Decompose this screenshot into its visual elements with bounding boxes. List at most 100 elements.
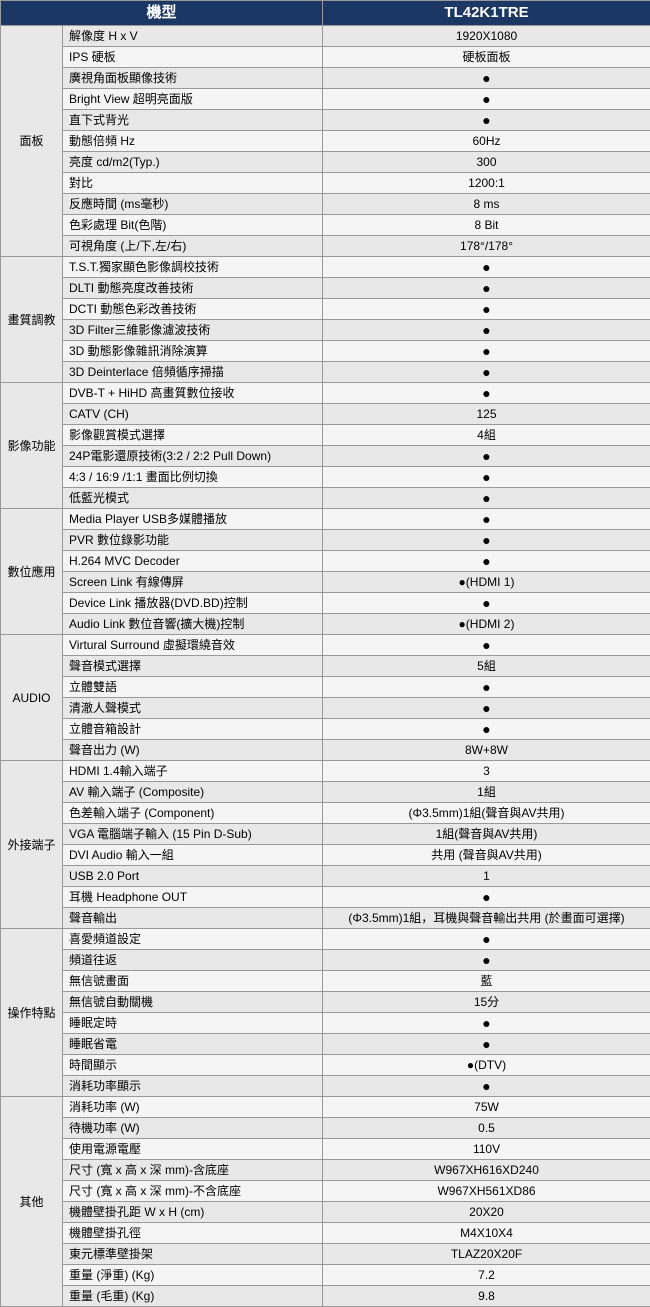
- table-row: 立體音箱設計●: [1, 719, 650, 740]
- table-row: 可視角度 (上/下,左/右)178°/178°: [1, 236, 650, 257]
- table-row: 東元標準壁掛架TLAZ20X20F: [1, 1244, 650, 1265]
- table-row: 尺寸 (寬 x 高 x 深 mm)-不含底座W967XH561XD86: [1, 1181, 650, 1202]
- spec-value: ●: [323, 698, 650, 719]
- table-row: 4:3 / 16:9 /1:1 畫面比例切換●: [1, 467, 650, 488]
- spec-label: 24P電影還原技術(3:2 / 2:2 Pull Down): [63, 446, 323, 467]
- spec-label: 東元標準壁掛架: [63, 1244, 323, 1265]
- spec-value: ●: [323, 887, 650, 908]
- table-row: 睡眠省電●: [1, 1034, 650, 1055]
- spec-value: 60Hz: [323, 131, 650, 152]
- table-row: DCTI 動態色彩改善技術●: [1, 299, 650, 320]
- spec-label: 可視角度 (上/下,左/右): [63, 236, 323, 257]
- spec-label: 色差輸入端子 (Component): [63, 803, 323, 824]
- spec-label: T.S.T.獨家顯色影像調校技術: [63, 257, 323, 278]
- spec-label: 影像觀賞模式選擇: [63, 425, 323, 446]
- spec-label: DVB-T + HiHD 高畫質數位接收: [63, 383, 323, 404]
- spec-value: ●(DTV): [323, 1055, 650, 1076]
- spec-label: 動態倍頻 Hz: [63, 131, 323, 152]
- spec-label: 反應時間 (ms毫秒): [63, 194, 323, 215]
- spec-label: VGA 電腦端子輸入 (15 Pin D-Sub): [63, 824, 323, 845]
- spec-label: 尺寸 (寬 x 高 x 深 mm)-不含底座: [63, 1181, 323, 1202]
- spec-label: 待機功率 (W): [63, 1118, 323, 1139]
- spec-label: 直下式背光: [63, 110, 323, 131]
- spec-value: ●: [323, 530, 650, 551]
- spec-value: 3: [323, 761, 650, 782]
- spec-value: ●: [323, 719, 650, 740]
- spec-value: 178°/178°: [323, 236, 650, 257]
- table-row: 無信號畫面藍: [1, 971, 650, 992]
- spec-value: 1920X1080: [323, 26, 650, 47]
- spec-value: 1200:1: [323, 173, 650, 194]
- spec-label: HDMI 1.4輸入端子: [63, 761, 323, 782]
- spec-value: 共用 (聲音與AV共用): [323, 845, 650, 866]
- table-row: 待機功率 (W)0.5: [1, 1118, 650, 1139]
- spec-label: Screen Link 有線傳屏: [63, 572, 323, 593]
- table-row: AV 輸入端子 (Composite)1組: [1, 782, 650, 803]
- spec-value: 硬板面板: [323, 47, 650, 68]
- table-row: 直下式背光●: [1, 110, 650, 131]
- table-row: 尺寸 (寬 x 高 x 深 mm)-含底座W967XH616XD240: [1, 1160, 650, 1181]
- table-row: 面板解像度 H x V1920X1080: [1, 26, 650, 47]
- spec-value: ●: [323, 446, 650, 467]
- spec-label: IPS 硬板: [63, 47, 323, 68]
- spec-value: W967XH561XD86: [323, 1181, 650, 1202]
- table-row: 使用電源電壓110V: [1, 1139, 650, 1160]
- spec-value: ●: [323, 929, 650, 950]
- spec-label: 3D Deinterlace 倍頻循序掃描: [63, 362, 323, 383]
- spec-label: 4:3 / 16:9 /1:1 畫面比例切換: [63, 467, 323, 488]
- spec-value: ●: [323, 488, 650, 509]
- spec-label: 廣視角面板顯像技術: [63, 68, 323, 89]
- table-row: 影像觀賞模式選擇4組: [1, 425, 650, 446]
- spec-value: ●: [323, 677, 650, 698]
- spec-value: TLAZ20X20F: [323, 1244, 650, 1265]
- spec-label: 使用電源電壓: [63, 1139, 323, 1160]
- table-row: 耳機 Headphone OUT●: [1, 887, 650, 908]
- spec-label: AV 輸入端子 (Composite): [63, 782, 323, 803]
- spec-label: 重量 (毛重) (Kg): [63, 1286, 323, 1307]
- spec-label: Media Player USB多媒體播放: [63, 509, 323, 530]
- table-row: 24P電影還原技術(3:2 / 2:2 Pull Down)●: [1, 446, 650, 467]
- spec-value: ●: [323, 1013, 650, 1034]
- spec-label: 聲音輸出: [63, 908, 323, 929]
- spec-value: ●(HDMI 2): [323, 614, 650, 635]
- spec-label: 立體音箱設計: [63, 719, 323, 740]
- table-row: 影像功能DVB-T + HiHD 高畫質數位接收●: [1, 383, 650, 404]
- section-category: 面板: [1, 26, 63, 257]
- table-row: 頻道往返●: [1, 950, 650, 971]
- spec-value: ●: [323, 341, 650, 362]
- spec-value: 8W+8W: [323, 740, 650, 761]
- table-row: IPS 硬板硬板面板: [1, 47, 650, 68]
- table-row: 重量 (毛重) (Kg)9.8: [1, 1286, 650, 1307]
- table-row: 清澈人聲模式●: [1, 698, 650, 719]
- table-row: 重量 (淨重) (Kg)7.2: [1, 1265, 650, 1286]
- spec-value: 15分: [323, 992, 650, 1013]
- spec-value: 75W: [323, 1097, 650, 1118]
- spec-value: ●: [323, 362, 650, 383]
- spec-value: 1: [323, 866, 650, 887]
- spec-value: 110V: [323, 1139, 650, 1160]
- section-category: 其他: [1, 1097, 63, 1307]
- spec-label: 消耗功率 (W): [63, 1097, 323, 1118]
- table-row: PVR 數位錄影功能●: [1, 530, 650, 551]
- spec-label: 無信號自動關機: [63, 992, 323, 1013]
- spec-label: PVR 數位錄影功能: [63, 530, 323, 551]
- spec-label: USB 2.0 Port: [63, 866, 323, 887]
- spec-label: 機體壁掛孔徑: [63, 1223, 323, 1244]
- spec-label: 喜愛頻道設定: [63, 929, 323, 950]
- spec-value: 4組: [323, 425, 650, 446]
- spec-label: 立體雙語: [63, 677, 323, 698]
- spec-label: 3D 動態影像雜訊消除演算: [63, 341, 323, 362]
- table-row: 其他消耗功率 (W)75W: [1, 1097, 650, 1118]
- table-row: 3D Filter三維影像濾波技術●: [1, 320, 650, 341]
- table-row: 3D Deinterlace 倍頻循序掃描●: [1, 362, 650, 383]
- spec-label: 機體壁掛孔距 W x H (cm): [63, 1202, 323, 1223]
- table-row: 動態倍頻 Hz60Hz: [1, 131, 650, 152]
- table-row: 機體壁掛孔徑M4X10X4: [1, 1223, 650, 1244]
- spec-value: 1組(聲音與AV共用): [323, 824, 650, 845]
- spec-label: 頻道往返: [63, 950, 323, 971]
- header-model-value: TL42K1TRE: [323, 1, 650, 26]
- spec-value: M4X10X4: [323, 1223, 650, 1244]
- spec-value: ●: [323, 383, 650, 404]
- header-model-label: 機型: [1, 1, 323, 26]
- spec-value: 300: [323, 152, 650, 173]
